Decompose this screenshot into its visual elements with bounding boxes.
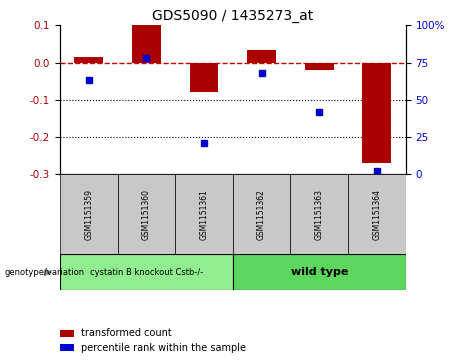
Text: genotype/variation: genotype/variation [5,268,85,277]
Text: percentile rank within the sample: percentile rank within the sample [81,343,246,353]
Text: cystatin B knockout Cstb-/-: cystatin B knockout Cstb-/- [90,268,203,277]
FancyBboxPatch shape [348,174,406,254]
Text: GSM1151361: GSM1151361 [200,189,208,240]
Bar [60,330,74,337]
Text: wild type: wild type [290,267,348,277]
FancyBboxPatch shape [60,174,118,254]
Bar [305,62,334,70]
FancyBboxPatch shape [233,254,406,290]
Bar [74,57,103,62]
FancyBboxPatch shape [290,174,348,254]
FancyBboxPatch shape [60,254,233,290]
Bar [189,62,219,92]
FancyBboxPatch shape [118,174,175,254]
FancyBboxPatch shape [233,174,290,254]
Bar [132,25,161,62]
Text: transformed count: transformed count [81,329,171,338]
Bar [362,62,391,163]
Text: GSM1151359: GSM1151359 [84,189,93,240]
FancyBboxPatch shape [175,174,233,254]
Title: GDS5090 / 1435273_at: GDS5090 / 1435273_at [152,9,313,23]
Text: GSM1151363: GSM1151363 [315,189,324,240]
Text: GSM1151360: GSM1151360 [142,189,151,240]
Bar [60,344,74,351]
Text: GSM1151364: GSM1151364 [372,189,381,240]
Bar [247,50,276,62]
Text: GSM1151362: GSM1151362 [257,189,266,240]
